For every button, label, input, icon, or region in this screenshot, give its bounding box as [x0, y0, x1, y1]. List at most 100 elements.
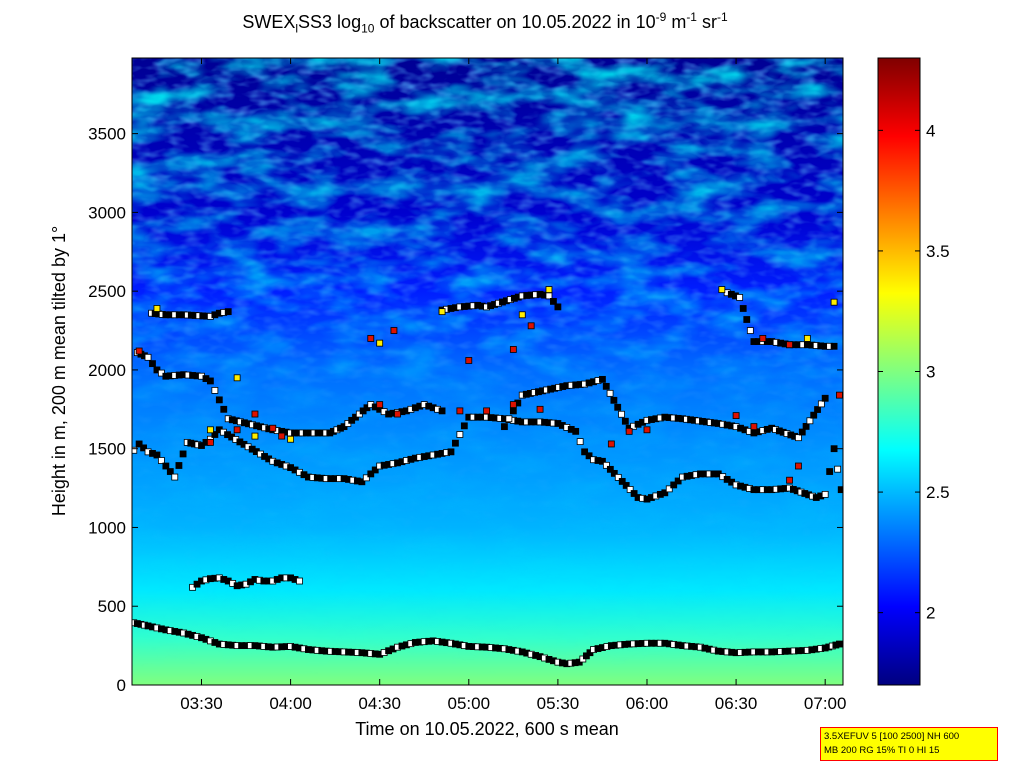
layer-marker — [456, 407, 464, 415]
layer-marker — [739, 305, 747, 312]
layer-marker — [606, 389, 614, 397]
layer-marker — [810, 411, 818, 419]
layer-marker — [826, 468, 834, 475]
layer-marker — [460, 422, 468, 430]
layer-marker — [674, 477, 682, 485]
y-tick-label: 3500 — [88, 125, 126, 144]
layer-marker — [834, 465, 842, 473]
layer-marker — [759, 335, 767, 342]
layer-marker — [665, 485, 673, 493]
layer-marker — [367, 335, 375, 342]
layer-marker — [743, 316, 751, 323]
layer-marker — [814, 406, 821, 413]
colorbar-tick-label: 2 — [926, 604, 935, 623]
layer-marker — [830, 342, 838, 350]
layer-series — [135, 322, 843, 484]
layer-marker — [602, 382, 610, 390]
layer-marker — [251, 432, 259, 440]
y-axis-label: Height in m, 200 m mean tilted by 1° — [49, 226, 69, 516]
y-tick-label: 0 — [117, 676, 126, 695]
layer-marker — [750, 423, 758, 431]
layer-marker — [661, 489, 669, 497]
y-tick-label: 500 — [98, 597, 126, 616]
layer-marker — [536, 405, 544, 413]
layer-marker — [132, 446, 138, 454]
y-tick-label: 1500 — [88, 440, 126, 459]
layer-marker — [585, 452, 593, 460]
x-tick-label: 03:30 — [180, 694, 223, 713]
layer-marker — [614, 403, 622, 411]
layer-marker — [158, 457, 165, 464]
layer-marker — [269, 424, 277, 432]
layer-marker — [224, 308, 232, 316]
layer-marker — [550, 297, 557, 305]
layer-marker — [153, 451, 161, 459]
layer-series — [132, 619, 843, 668]
layer-marker — [179, 450, 187, 458]
layer-marker — [527, 322, 535, 330]
layer-marker — [483, 407, 491, 415]
x-tick-label: 05:30 — [537, 694, 580, 713]
layer-marker — [233, 426, 241, 434]
x-tick-label: 04:00 — [269, 694, 312, 713]
layer-marker — [362, 474, 370, 482]
layer-marker — [626, 486, 634, 493]
layer-marker — [166, 468, 174, 475]
x-tick-label: 06:00 — [626, 694, 669, 713]
y-tick-label: 2500 — [88, 282, 126, 301]
x-axis-label: Time on 10.05.2022, 600 s mean — [355, 719, 619, 739]
layer-marker — [795, 462, 802, 470]
layer-marker — [509, 407, 517, 415]
layer-marker — [621, 417, 629, 425]
layer-marker — [390, 327, 398, 334]
layer-series — [153, 286, 838, 443]
layer-marker — [599, 457, 606, 465]
layer-marker — [465, 357, 473, 364]
layer-marker — [795, 434, 802, 442]
layer-marker — [830, 298, 838, 306]
layer-marker — [630, 490, 638, 497]
layer-marker — [599, 375, 606, 383]
colorbar-tick-label: 3 — [926, 363, 935, 382]
layer-marker — [736, 294, 744, 301]
layer-marker — [622, 482, 630, 489]
layer-marker — [618, 410, 625, 418]
layer-marker — [358, 478, 366, 486]
layer-marker — [251, 410, 259, 418]
layer-marker — [211, 431, 219, 438]
layer-marker — [803, 335, 811, 342]
colorbar-tick-label: 2.5 — [926, 483, 950, 502]
layer-marker — [207, 377, 214, 385]
layer-marker — [287, 435, 294, 443]
backscatter-clouds — [132, 58, 843, 685]
layer-marker — [786, 341, 793, 349]
x-axis: 03:30 04:00 04:30 05:00 05:30 06:00 06:30 07:00 — [180, 58, 846, 713]
layer-marker — [509, 346, 517, 353]
x-tick-label: 05:00 — [448, 694, 491, 713]
layer-marker — [554, 303, 562, 311]
layer-marker — [576, 438, 584, 446]
layer-marker — [718, 286, 726, 293]
x-tick-label: 04:30 — [358, 694, 401, 713]
layer-marker — [643, 426, 651, 434]
info-box: 3.5XEFUV 5 [100 2500] NH 600 MB 200 RG 1… — [820, 727, 998, 761]
layer-marker — [798, 428, 806, 436]
layer-marker — [817, 400, 825, 408]
layer-marker — [452, 439, 459, 447]
y-tick-label: 1000 — [88, 518, 126, 537]
layer-marker — [447, 448, 455, 456]
plot-frame — [131, 57, 844, 686]
layer-marker — [830, 445, 838, 453]
chart-title: SWEXlSS3 log10 of backscatter on 10.05.2… — [242, 10, 728, 36]
layer-series — [148, 289, 838, 350]
y-tick-label: 2000 — [88, 361, 126, 380]
layer-marker — [394, 410, 401, 418]
layer-marker — [162, 462, 170, 470]
layer-marker — [732, 412, 740, 420]
layer-marker — [572, 427, 580, 435]
layer-marker — [153, 305, 161, 312]
layer-marker — [610, 469, 618, 477]
layer-marker — [518, 311, 526, 319]
y-tick-label: 3000 — [88, 203, 126, 222]
